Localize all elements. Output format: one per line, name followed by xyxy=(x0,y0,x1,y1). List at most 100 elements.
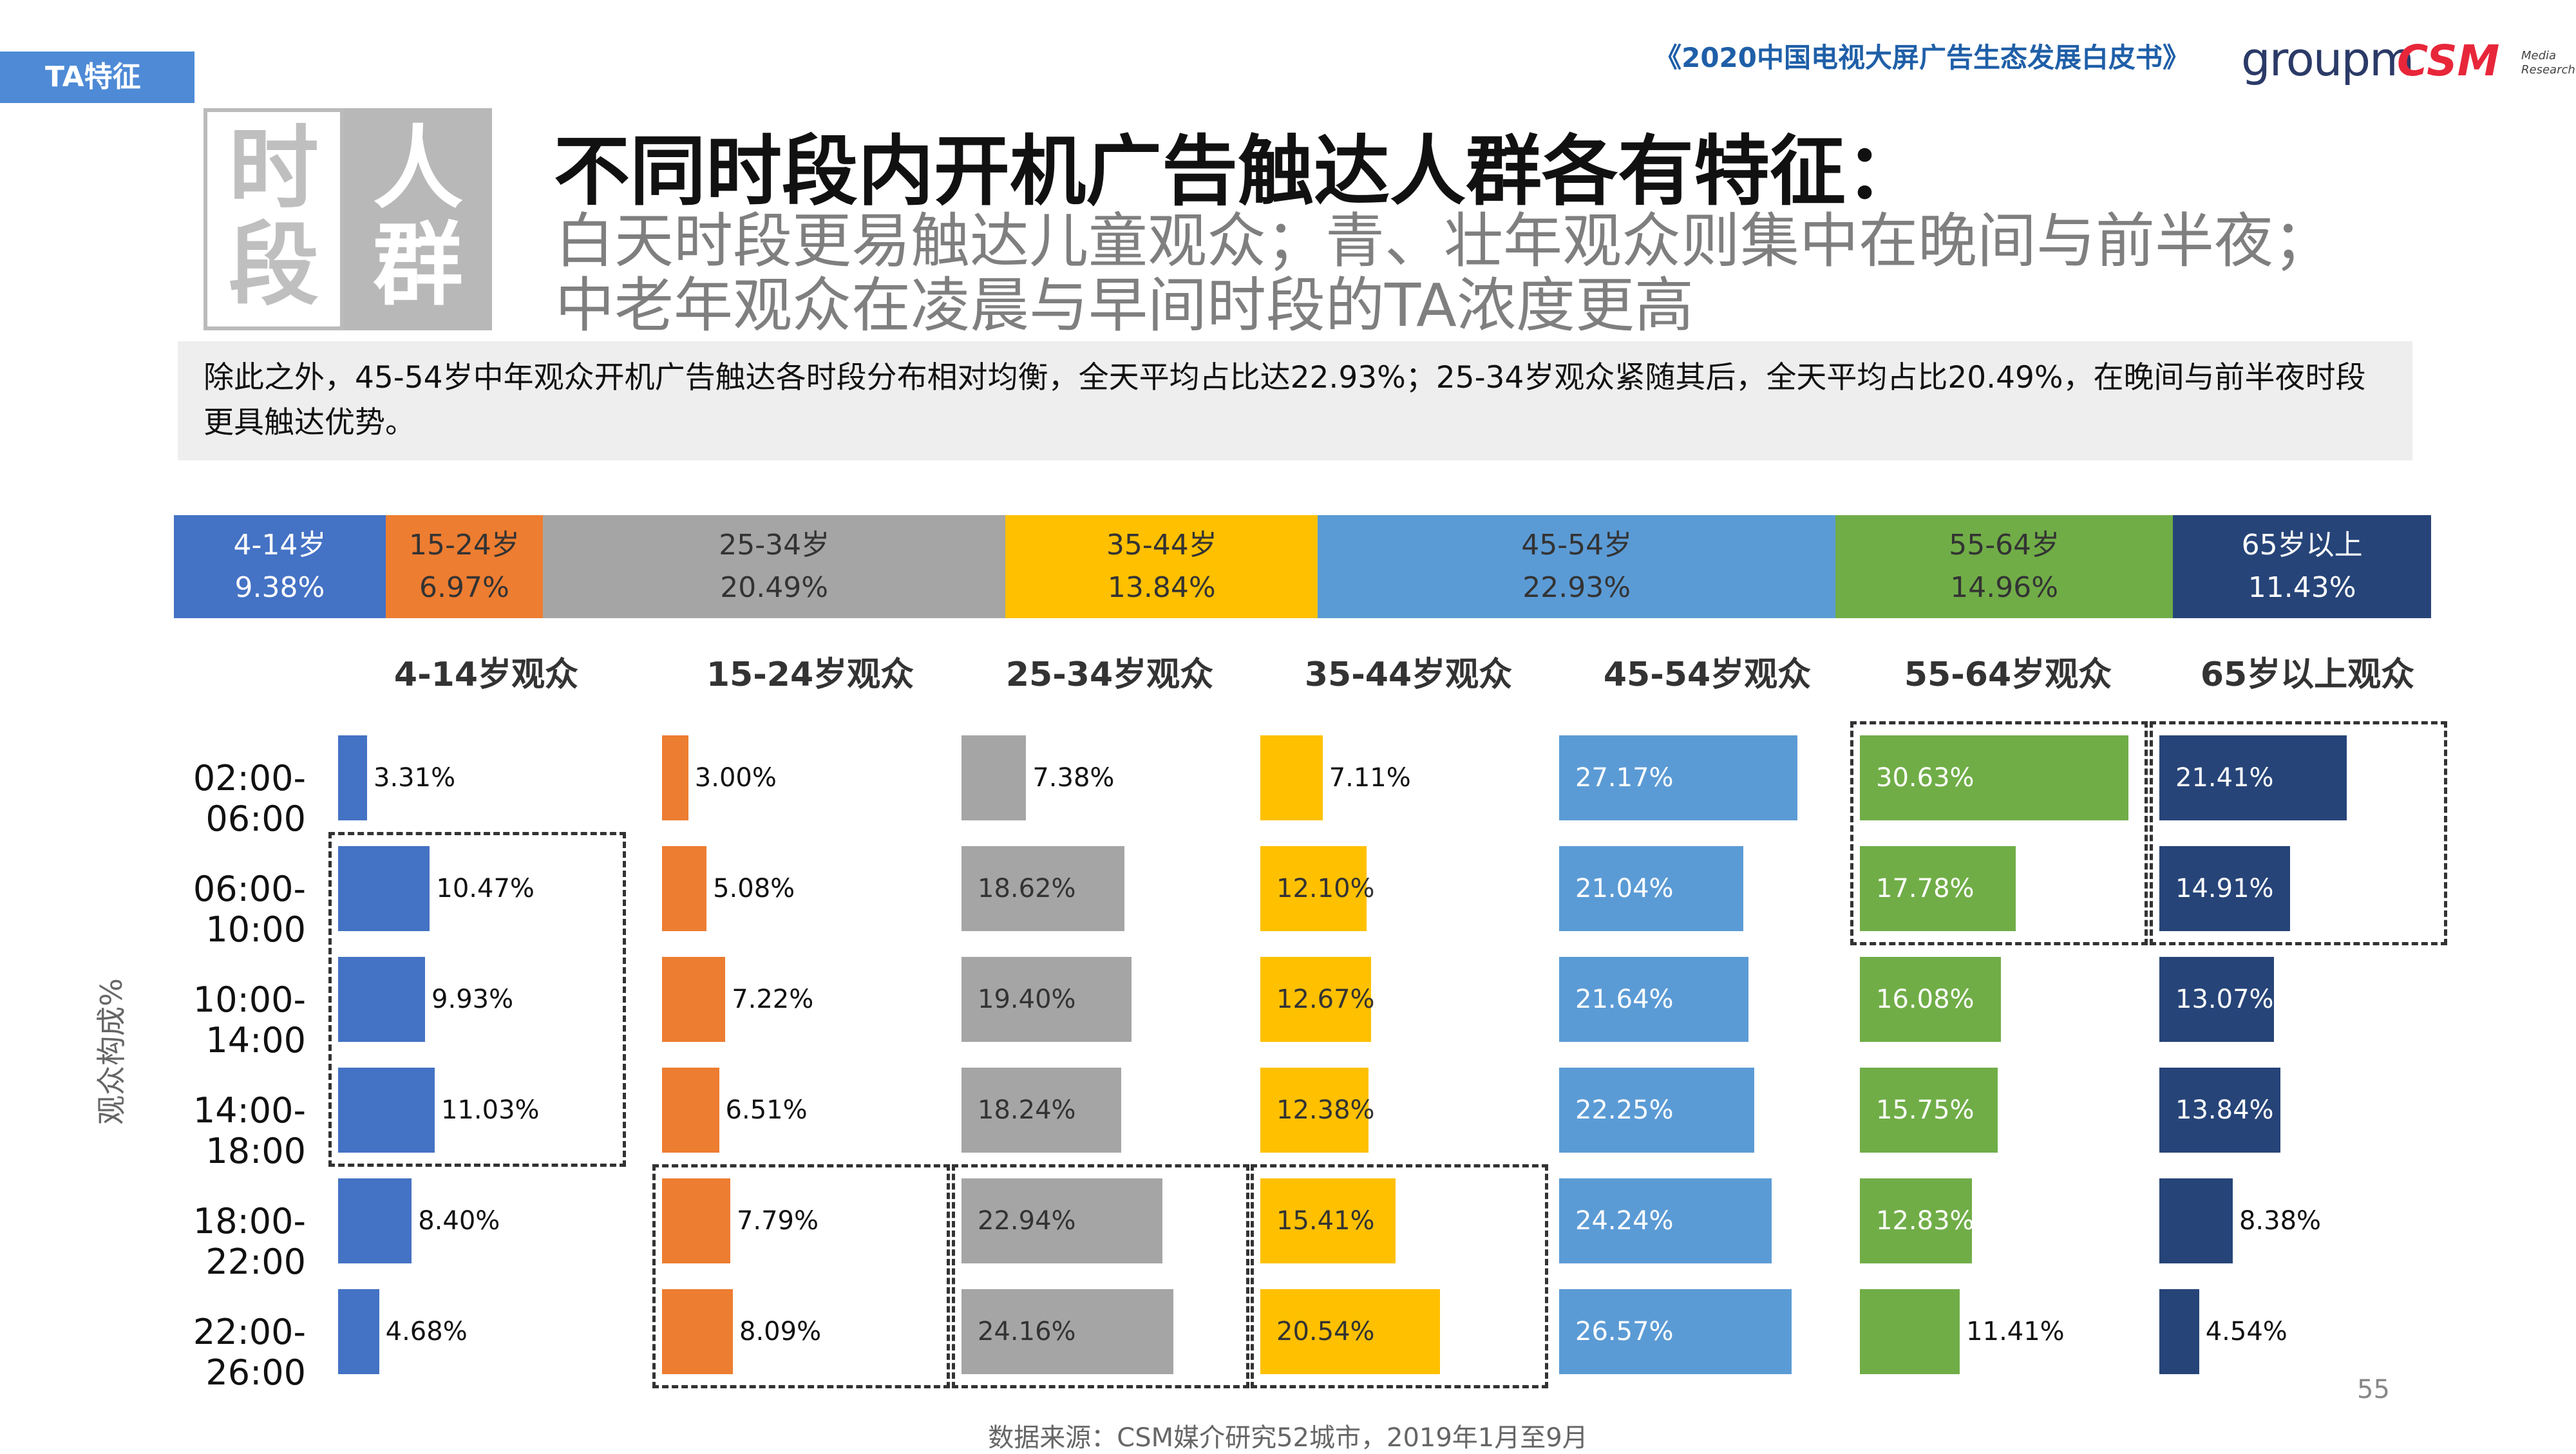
bar-label: 4.68% xyxy=(385,1317,468,1346)
badge-char: 人 xyxy=(372,117,463,222)
bar-label: 6.51% xyxy=(725,1095,808,1125)
badge-char: 时 xyxy=(228,117,319,222)
bar-label: 8.09% xyxy=(739,1317,822,1346)
bar-label: 8.38% xyxy=(2239,1206,2322,1236)
report-title: 《2020中国电视大屏广告生态发展白皮书》 xyxy=(1654,42,2190,73)
bar xyxy=(1260,846,1367,931)
highlight-box xyxy=(652,1164,950,1388)
bar xyxy=(961,957,1132,1042)
bar-label: 30.63% xyxy=(1876,763,1975,793)
bar xyxy=(961,735,1027,820)
bar xyxy=(2159,1178,2233,1263)
overall-segment-group: 55-64岁 xyxy=(1949,529,2060,562)
bar xyxy=(662,957,726,1042)
overall-segment-group: 4-14岁 xyxy=(233,529,327,562)
bar-label: 18.62% xyxy=(978,874,1076,903)
bar xyxy=(338,1289,379,1374)
bar-label: 7.79% xyxy=(736,1206,819,1236)
bar xyxy=(1559,1289,1792,1374)
overall-segment: 45-54岁 22.93% xyxy=(1318,515,1836,618)
bar-label: 12.67% xyxy=(1276,985,1375,1014)
csm-logo: CSM xyxy=(2397,36,2500,86)
bar xyxy=(961,1178,1162,1263)
groupm-logo: groupm xyxy=(2241,32,2414,86)
row-label: 14:00-18:00 xyxy=(193,1090,306,1171)
bar-label: 10.47% xyxy=(436,874,535,903)
bar-label: 19.40% xyxy=(978,985,1076,1014)
overall-segment: 15-24岁 6.97% xyxy=(385,515,544,618)
bar-label: 21.64% xyxy=(1575,985,1674,1014)
column-header: 65岁以上观众 xyxy=(2200,656,2415,694)
bar xyxy=(1559,846,1744,931)
overall-segment-value: 22.93% xyxy=(1522,571,1631,604)
overall-segment: 25-34岁 20.49% xyxy=(543,515,1006,618)
bar xyxy=(1260,1289,1441,1374)
bar xyxy=(2159,735,2347,820)
column-header: 25-34岁观众 xyxy=(1005,656,1214,694)
bar-label: 17.78% xyxy=(1876,874,1975,903)
overall-segment-group: 65岁以上 xyxy=(2241,529,2363,562)
badge-time: 时 段 xyxy=(204,108,344,330)
bar-label: 14.91% xyxy=(2175,874,2274,903)
bar xyxy=(2159,957,2274,1042)
badge-char: 段 xyxy=(228,213,319,318)
highlight-box xyxy=(1251,1164,1548,1388)
bar-label: 21.41% xyxy=(2175,763,2274,793)
bar xyxy=(662,1178,730,1263)
bar-label: 20.54% xyxy=(1276,1317,1375,1346)
overall-segment-value: 20.49% xyxy=(720,571,829,604)
bar-label: 26.57% xyxy=(1575,1317,1674,1346)
badge-audience: 人 群 xyxy=(344,108,492,330)
row-label: 18:00-22:00 xyxy=(193,1201,306,1282)
bar xyxy=(662,846,707,931)
overall-segment-group: 15-24岁 xyxy=(408,529,520,562)
bar-label: 24.16% xyxy=(978,1317,1076,1346)
column-header: 45-54岁观众 xyxy=(1603,656,1812,694)
bar xyxy=(1860,1068,1998,1153)
bar xyxy=(1260,1068,1369,1153)
highlight-box xyxy=(328,832,626,1167)
bar-label: 8.40% xyxy=(418,1206,500,1236)
page-subtitle-1: 白天时段更易触达儿童观众；青、壮年观众则集中在晚间与前半夜； xyxy=(555,207,2333,276)
section-tag: TA特征 xyxy=(0,52,194,103)
bar-label: 22.25% xyxy=(1575,1095,1674,1125)
bar-label: 11.03% xyxy=(441,1095,540,1125)
bar xyxy=(1860,735,2128,820)
bar xyxy=(2159,1289,2199,1374)
bar xyxy=(1860,1289,1960,1374)
bar-label: 15.41% xyxy=(1276,1206,1375,1236)
page-title: 不同时段内开机广告触达人群各有特征： xyxy=(554,127,1922,216)
page-number: 55 xyxy=(2357,1375,2390,1404)
bar-label: 21.04% xyxy=(1575,874,1674,903)
page-subtitle-2: 中老年观众在凌晨与早间时段的TA浓度更高 xyxy=(555,271,1694,340)
row-label: 02:00-06:00 xyxy=(193,758,306,839)
bar-label: 12.10% xyxy=(1276,874,1375,903)
bar xyxy=(338,957,426,1042)
row-label: 06:00-10:00 xyxy=(193,869,306,950)
bar xyxy=(338,1068,435,1153)
overall-segment-value: 6.97% xyxy=(419,571,509,604)
bar xyxy=(1860,1178,1973,1263)
bar xyxy=(1559,735,1797,820)
bar-label: 13.07% xyxy=(2175,985,2274,1014)
bar xyxy=(1260,1178,1396,1263)
bar-label: 24.24% xyxy=(1575,1206,1674,1236)
bar-label: 18.24% xyxy=(978,1095,1076,1125)
column-header: 35-44岁观众 xyxy=(1304,656,1513,694)
overall-segment-group: 45-54岁 xyxy=(1521,529,1633,562)
bar xyxy=(961,846,1125,931)
overall-segment-value: 14.96% xyxy=(1950,571,2059,604)
badge-char: 群 xyxy=(372,213,463,318)
bar-label: 11.41% xyxy=(1966,1317,2065,1346)
bar-label: 7.38% xyxy=(1032,763,1115,793)
row-label: 22:00-26:00 xyxy=(193,1312,306,1393)
bar-label: 4.54% xyxy=(2205,1317,2287,1346)
bar-label: 12.83% xyxy=(1876,1206,1975,1236)
bar xyxy=(338,846,430,931)
bar-label: 16.08% xyxy=(1876,985,1975,1014)
highlight-box xyxy=(1850,721,2148,945)
bar xyxy=(662,1068,719,1153)
overall-segment-group: 25-34岁 xyxy=(719,529,830,562)
bar-label: 27.17% xyxy=(1575,763,1674,793)
column-header: 55-64岁观众 xyxy=(1904,656,2112,694)
